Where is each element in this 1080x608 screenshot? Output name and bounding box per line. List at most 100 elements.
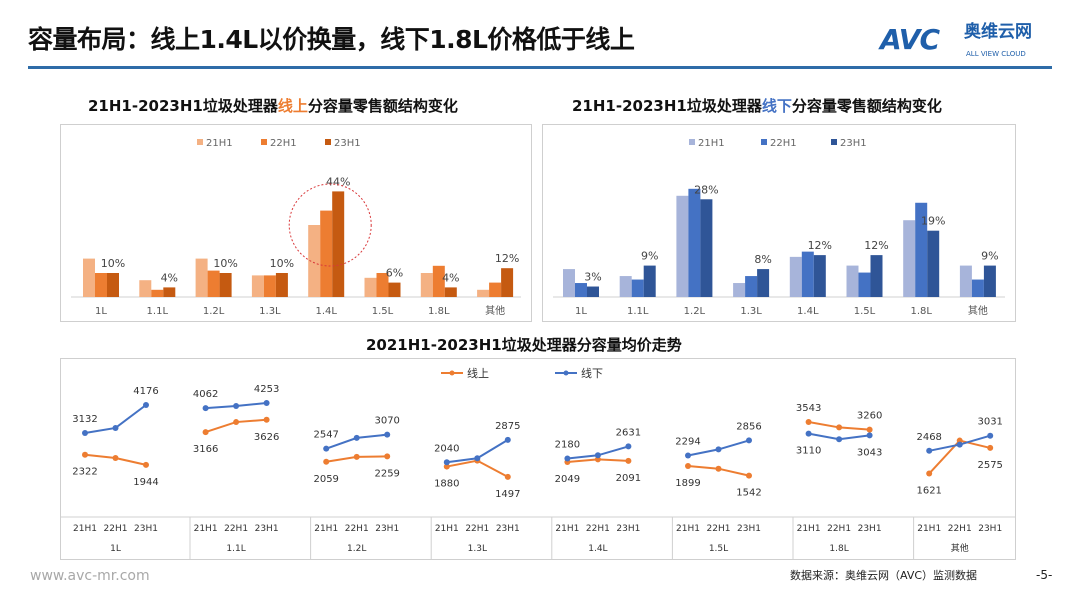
footer-url: www.avc-mr.com [30, 568, 150, 584]
bar-21H1-其他 [477, 289, 490, 297]
data-label: 4176 [133, 386, 158, 397]
legend-marker [563, 370, 569, 376]
x-tick-label: 22H1 [465, 524, 489, 534]
data-point [836, 424, 843, 431]
bar-21H1-1.4L [308, 225, 321, 297]
bar-21H1-1.4L [789, 256, 802, 297]
x-tick-label: 22H1 [224, 524, 248, 534]
data-label: 12% [864, 239, 888, 252]
bar-22H1-1.5L [858, 272, 871, 297]
data-label: 2575 [977, 460, 1002, 471]
data-label: 1542 [736, 488, 761, 499]
data-point [202, 405, 209, 412]
data-point [82, 451, 88, 458]
x-tick-label: 21H1 [555, 524, 579, 534]
bar-23H1-1.2L [700, 199, 713, 297]
title-highlight: 线下 [761, 97, 792, 115]
bar-23H1-1.1L [643, 265, 656, 297]
data-point [625, 443, 632, 450]
bar-21H1-1.5L [846, 265, 859, 297]
group-label: 1.4L [588, 544, 607, 554]
category-label: 1.1L [627, 306, 649, 317]
bar-21H1-1.1L [139, 280, 152, 297]
data-label: 2059 [313, 474, 338, 485]
bar-23H1-其他 [501, 268, 514, 297]
bar-23H1-1.8L [927, 230, 940, 297]
data-label: 8% [754, 253, 771, 266]
legend-swatch [197, 139, 203, 145]
data-point [143, 402, 149, 409]
data-label: 2259 [374, 468, 399, 479]
data-label: 4% [442, 271, 459, 284]
bar-22H1-1.1L [151, 289, 164, 297]
legend-swatch [325, 139, 331, 145]
data-point [594, 452, 601, 459]
legend-swatch [261, 139, 267, 145]
data-point [987, 432, 994, 439]
bar-23H1-1.3L [757, 269, 770, 297]
data-point [746, 472, 752, 479]
data-source: 数据来源：奥维云网（AVC）监测数据 [790, 569, 978, 582]
bar-22H1-其他 [971, 279, 984, 297]
bar-22H1-1.1L [631, 279, 644, 297]
title-part: 21H1-2023H1垃圾处理器 [88, 97, 278, 115]
bar-21H1-1.8L [420, 273, 433, 297]
data-point [323, 458, 330, 465]
legend-label: 22H1 [770, 138, 797, 149]
category-label: 1.3L [259, 306, 281, 317]
bar-22H1-1.4L [320, 210, 333, 297]
data-point [926, 470, 933, 477]
legend-label: 21H1 [698, 138, 725, 149]
category-label: 1.1L [147, 306, 169, 317]
offline-share-bar-chart: 21H1 22H1 23H1 3% 1L 9% 1.1L 28% 1.2L 8% 1.3L 12% 1.… [542, 124, 1016, 322]
x-tick-label: 21H1 [435, 524, 459, 534]
x-tick-label: 23H1 [737, 524, 761, 534]
category-label: 1.5L [372, 306, 394, 317]
x-tick-label: 21H1 [797, 524, 821, 534]
data-point [805, 418, 812, 425]
group-label: 其他 [951, 542, 969, 554]
legend-label: 23H1 [840, 138, 867, 149]
x-tick-label: 22H1 [586, 524, 610, 534]
bar-21H1-1.5L [364, 277, 377, 297]
bar-23H1-1.1L [163, 287, 176, 297]
x-tick-label: 23H1 [978, 524, 1002, 534]
data-point [866, 426, 873, 433]
data-point [233, 402, 240, 409]
bar-23H1-1L [107, 273, 119, 297]
data-point [987, 444, 994, 451]
bar-22H1-1.4L [801, 251, 814, 297]
x-tick-label: 22H1 [948, 524, 972, 534]
legend-label: 线下 [581, 366, 603, 380]
data-point [564, 455, 571, 462]
legend-swatch [689, 139, 695, 145]
data-label: 2040 [434, 443, 459, 454]
data-label: 4062 [193, 389, 218, 400]
online-chart-title: 21H1-2023H1垃圾处理器线上分容量零售额结构变化 [88, 97, 458, 115]
x-tick-label: 23H1 [134, 524, 158, 534]
bar-22H1-1.8L [915, 202, 928, 297]
data-label: 2547 [313, 430, 338, 441]
category-label: 1.8L [428, 306, 450, 317]
data-label: 44% [326, 175, 350, 188]
group-label: 1L [110, 544, 121, 554]
data-label: 12% [808, 239, 832, 252]
data-label: 9% [981, 250, 998, 263]
category-label: 1.4L [797, 306, 819, 317]
avc-logo: AVC 奥维云网 ALL VIEW CLOUD [880, 22, 1070, 64]
data-point [715, 446, 722, 453]
category-label: 1.4L [315, 306, 337, 317]
bar-22H1-其他 [489, 282, 502, 297]
data-point [836, 436, 843, 443]
data-label: 2631 [616, 427, 641, 438]
bar-21H1-1L [83, 258, 95, 297]
page-number: -5- [1036, 568, 1053, 582]
legend-label: 线上 [467, 366, 489, 380]
data-label: 3043 [857, 447, 882, 458]
data-point [504, 436, 511, 443]
data-point [384, 431, 391, 438]
data-label: 2322 [72, 467, 97, 478]
bar-23H1-1.5L [870, 255, 883, 297]
data-point [866, 432, 873, 439]
logo-en: ALL VIEW CLOUD [966, 50, 1026, 58]
